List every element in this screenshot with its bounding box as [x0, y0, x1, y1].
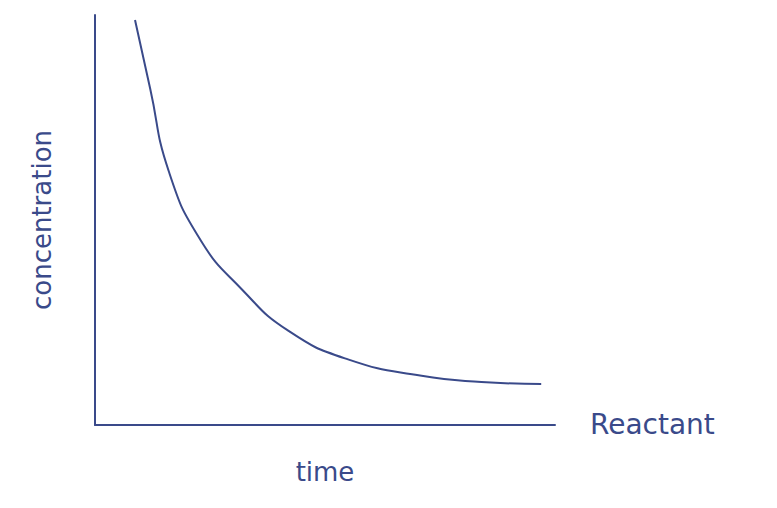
svg-text:concentration: concentration — [27, 130, 57, 310]
svg-text:Reactant: Reactant — [590, 408, 715, 441]
svg-text:time: time — [296, 457, 355, 487]
